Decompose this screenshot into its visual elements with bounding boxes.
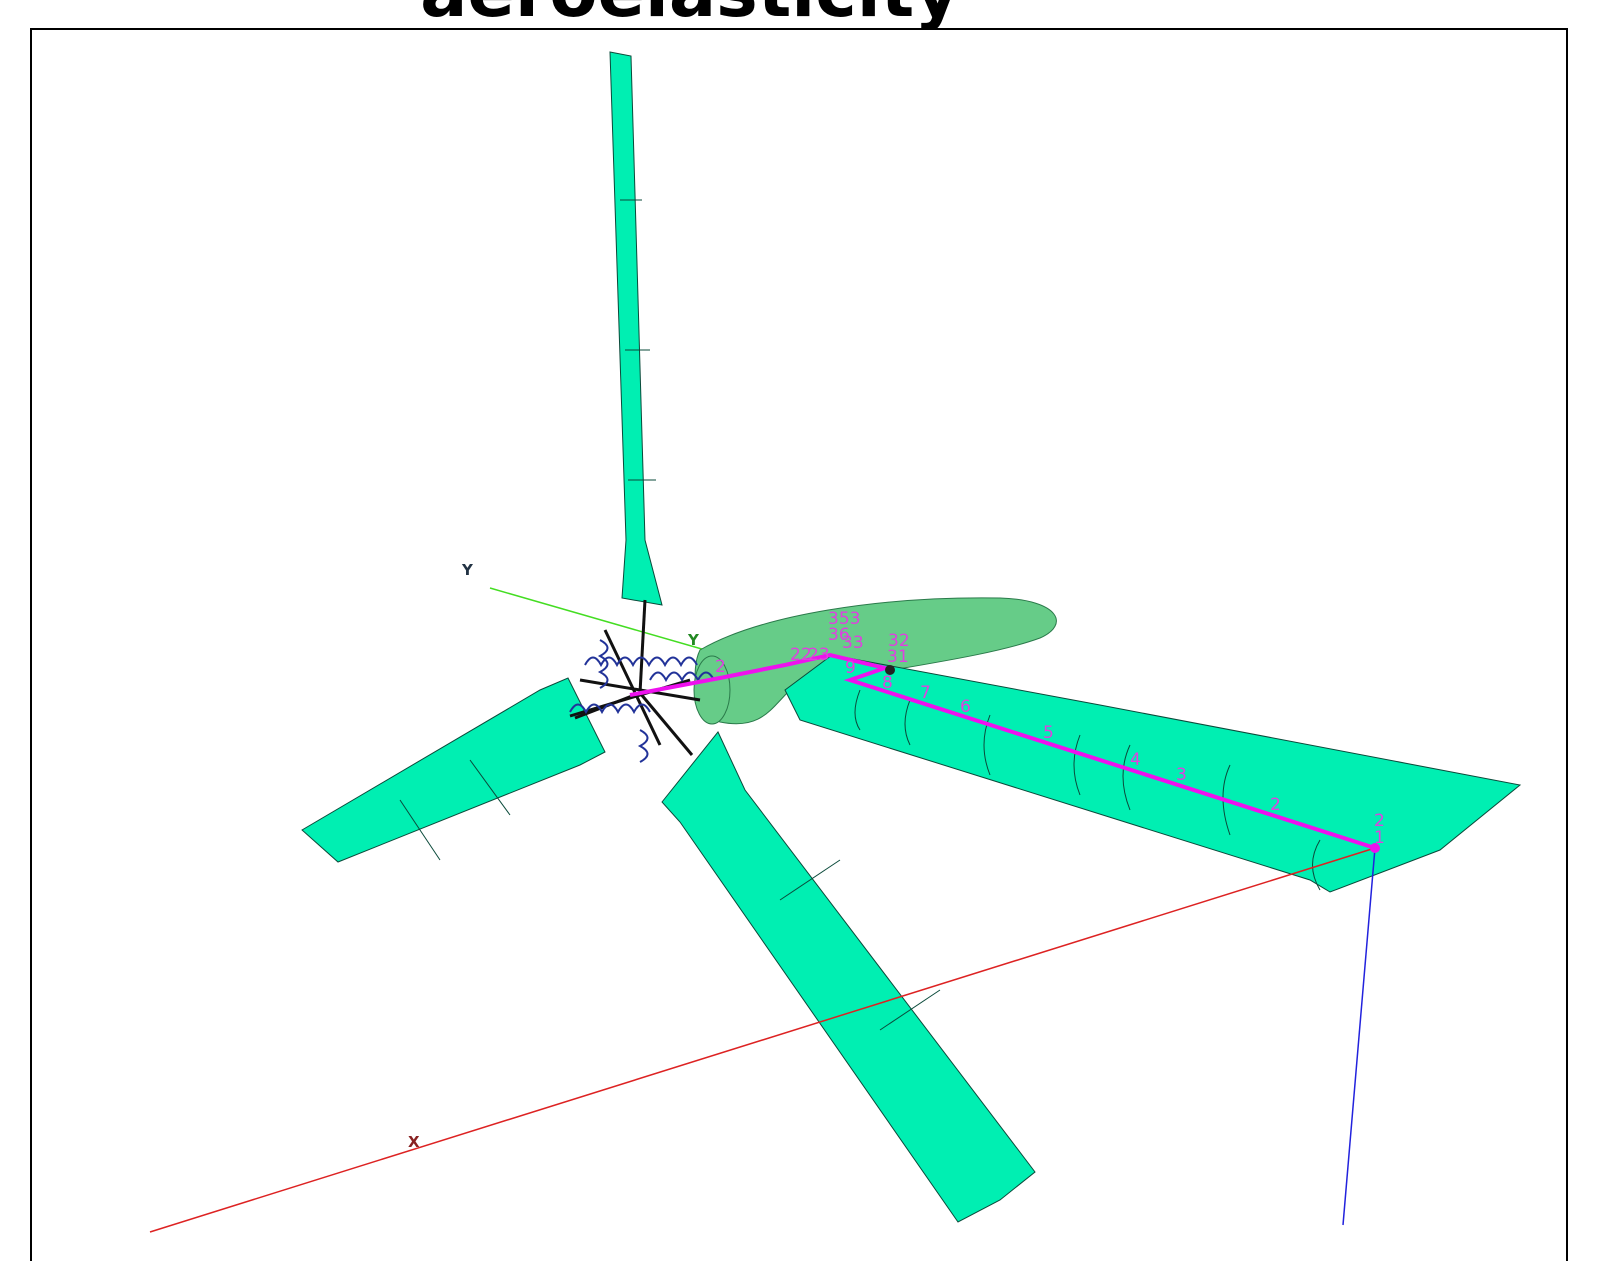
node-dot: [885, 665, 895, 675]
blade-top: [609, 51, 663, 606]
node-label: 8: [882, 673, 893, 693]
node-label: 5: [1043, 723, 1054, 743]
node-label: 2: [1270, 795, 1281, 815]
node-label: 9: [845, 658, 856, 678]
node-label: 23: [808, 645, 830, 665]
node-label: 31: [887, 647, 909, 667]
y-axis: [489, 587, 741, 661]
blade-left: [301, 677, 606, 863]
axis-label: Y: [461, 561, 474, 579]
nacelle: [694, 597, 1057, 725]
axis-label: X: [408, 1133, 420, 1151]
node-label: 33: [842, 633, 864, 653]
node-label: 4: [1130, 750, 1141, 770]
blade-right: [784, 654, 1522, 893]
shaft-lines: [569, 599, 701, 756]
beam: [629, 652, 1376, 850]
node-label: 2: [1374, 811, 1385, 831]
node-label: 7: [920, 683, 931, 703]
x-axis: [149, 847, 1376, 1233]
z-axis: [1342, 847, 1376, 1226]
blade-sections: [399, 199, 1321, 1031]
node-label: 1: [1374, 828, 1385, 848]
axis-label: Y: [687, 631, 700, 649]
node-label: 353: [828, 609, 860, 629]
node-label: 2: [715, 657, 726, 677]
node-label: 6: [960, 697, 971, 717]
title: aeroelasticity: [420, 0, 960, 33]
node-label: 3: [1176, 765, 1187, 785]
node-label: 32: [888, 631, 910, 651]
springs: [569, 639, 715, 763]
node-dot: [1370, 843, 1380, 853]
blade-bottom: [661, 731, 1036, 1223]
node-label: 36: [828, 625, 850, 645]
node-label: 22: [790, 645, 812, 665]
